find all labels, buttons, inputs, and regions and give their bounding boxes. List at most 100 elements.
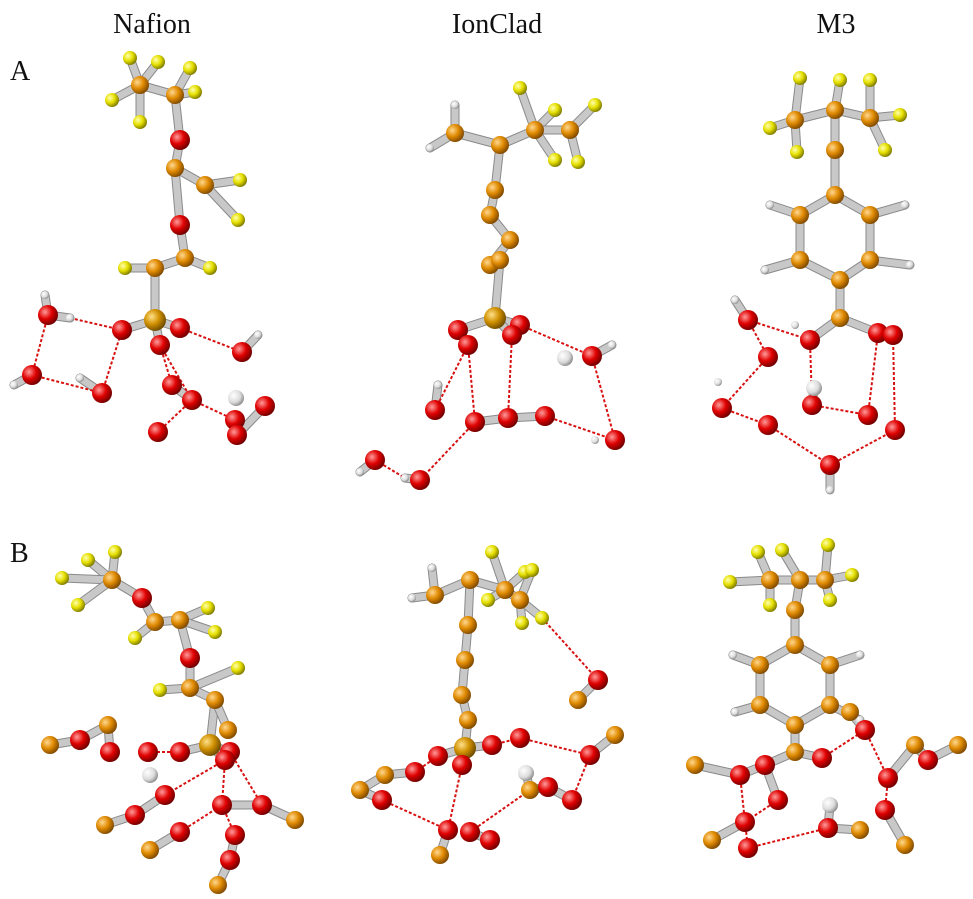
- atom: [286, 811, 304, 829]
- atom: [845, 568, 859, 582]
- atom: [219, 721, 237, 739]
- atom: [203, 261, 217, 275]
- atom: [150, 335, 170, 355]
- hydrogen-bond: [164, 759, 226, 796]
- atom: [786, 601, 804, 619]
- atom: [162, 375, 182, 395]
- atom: [118, 261, 132, 275]
- atom: [863, 73, 877, 87]
- atom: [949, 736, 967, 754]
- atom: [821, 656, 839, 674]
- hydrogen-bond: [809, 339, 813, 406]
- atom: [425, 400, 445, 420]
- column-header: IonClad: [452, 9, 542, 40]
- atom: [735, 812, 755, 832]
- atom: [365, 450, 385, 470]
- atom: [513, 81, 527, 95]
- atom: [96, 816, 114, 834]
- atom: [723, 575, 737, 589]
- atom: [448, 320, 468, 340]
- atom: [791, 206, 809, 224]
- hydrogen-bond: [519, 324, 593, 357]
- atom: [786, 716, 804, 734]
- atom: [225, 410, 245, 430]
- atom: [227, 425, 247, 445]
- atom: [918, 750, 938, 770]
- atom: [712, 398, 732, 418]
- atom: [460, 822, 480, 842]
- atom: [446, 124, 464, 142]
- atom: [731, 296, 739, 304]
- atom: [510, 728, 530, 748]
- atom: [557, 350, 573, 366]
- atom: [112, 320, 132, 340]
- hydrogen-bond: [31, 314, 49, 376]
- atom: [606, 726, 624, 744]
- atom: [231, 213, 245, 227]
- atom: [484, 307, 506, 329]
- atom: [826, 141, 844, 159]
- atom: [486, 181, 504, 199]
- atom: [608, 341, 616, 349]
- atom: [181, 679, 199, 697]
- atom: [485, 545, 499, 559]
- atom: [170, 130, 190, 150]
- atom: [861, 206, 879, 224]
- atom: [76, 374, 84, 382]
- atom: [501, 231, 519, 249]
- atom: [144, 309, 166, 331]
- atom: [791, 321, 799, 329]
- atom: [100, 742, 120, 762]
- atom: [105, 93, 119, 107]
- atom: [896, 836, 914, 854]
- atom: [730, 765, 750, 785]
- hydrogen-bond: [447, 764, 463, 831]
- atom: [861, 109, 879, 127]
- atom: [535, 406, 555, 426]
- atom: [561, 121, 579, 139]
- atom: [821, 538, 835, 552]
- atom: [459, 616, 477, 634]
- atom: [826, 186, 844, 204]
- hydrogen-bond: [381, 799, 449, 831]
- atom: [731, 708, 739, 716]
- atom: [428, 746, 448, 766]
- atom: [228, 390, 244, 406]
- atom: [571, 155, 585, 169]
- atom: [454, 737, 476, 759]
- atom: [231, 661, 245, 675]
- atom: [55, 571, 69, 585]
- atom: [170, 742, 190, 762]
- atom: [538, 777, 558, 797]
- atom: [480, 830, 500, 850]
- atom: [376, 766, 394, 784]
- atom: [225, 825, 245, 845]
- atom: [793, 71, 807, 85]
- atom: [738, 838, 758, 858]
- atom: [761, 571, 779, 589]
- atom: [751, 545, 765, 559]
- atom: [456, 651, 474, 669]
- atom: [525, 563, 539, 577]
- atom: [153, 683, 167, 697]
- atom: [451, 101, 459, 109]
- atom: [38, 305, 58, 325]
- atom: [758, 347, 778, 367]
- atom: [208, 625, 222, 639]
- atom: [768, 790, 788, 810]
- atom: [823, 593, 837, 607]
- hydrogen-bond: [467, 344, 476, 423]
- atom: [212, 795, 232, 815]
- atom: [790, 145, 804, 159]
- atom: [751, 656, 769, 674]
- atom: [800, 330, 820, 350]
- atom: [791, 571, 809, 589]
- atom: [220, 850, 240, 870]
- atom: [71, 598, 85, 612]
- atom: [791, 251, 809, 269]
- hydrogen-bond: [864, 729, 889, 779]
- atom: [180, 648, 200, 668]
- atom: [453, 686, 471, 704]
- atom: [820, 455, 840, 475]
